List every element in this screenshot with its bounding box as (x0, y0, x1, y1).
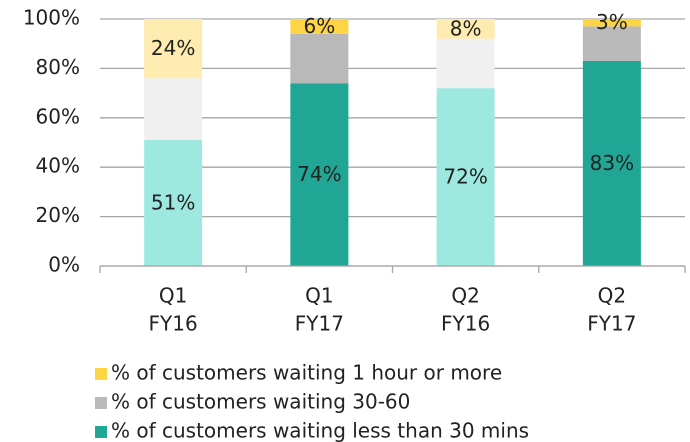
x-tick-label: Q1 (159, 284, 187, 308)
x-tick-label: FY17 (587, 312, 636, 336)
y-tick-label: 60% (36, 104, 80, 128)
x-tick-label: FY17 (295, 312, 344, 336)
data-label: 74% (297, 162, 341, 186)
bar-segment (290, 19, 349, 34)
bar-segment (144, 140, 203, 266)
data-label: 83% (590, 151, 634, 175)
legend-swatch (95, 426, 107, 438)
data-label: 72% (443, 165, 487, 189)
legend-swatch (95, 397, 107, 409)
data-label: 24% (151, 36, 195, 60)
bar-segment (144, 19, 203, 79)
bar-segment (582, 26, 641, 61)
data-label: 6% (304, 14, 336, 38)
data-label: 8% (450, 16, 482, 40)
bar-segment (436, 88, 495, 266)
x-tick-label: Q2 (451, 284, 479, 308)
legend-label: % of customers waiting 1 hour or more (111, 361, 502, 385)
data-label: 3% (596, 10, 628, 34)
x-tick-label: Q1 (305, 284, 333, 308)
y-tick-label: 20% (36, 203, 80, 227)
bar-segment (436, 38, 495, 89)
bar-segment (290, 33, 349, 84)
x-tick-label: Q2 (598, 284, 626, 308)
y-tick-label: 40% (36, 154, 80, 178)
bar-segment (582, 60, 641, 266)
x-tick-label: FY16 (149, 312, 198, 336)
legend-label: % of customers waiting less than 30 mins (111, 419, 529, 442)
y-tick-label: 0% (48, 253, 80, 277)
x-tick-label: FY16 (441, 312, 490, 336)
bar-segment (436, 19, 495, 39)
legend-label: % of customers waiting 30-60 (111, 390, 410, 414)
legend-swatch (95, 368, 107, 380)
y-tick-label: 80% (36, 55, 80, 79)
data-label: 51% (151, 191, 195, 215)
y-tick-label: 100% (23, 6, 80, 30)
bar-segment (290, 83, 349, 266)
bar-segment (582, 19, 641, 27)
bar-segment (144, 78, 203, 141)
